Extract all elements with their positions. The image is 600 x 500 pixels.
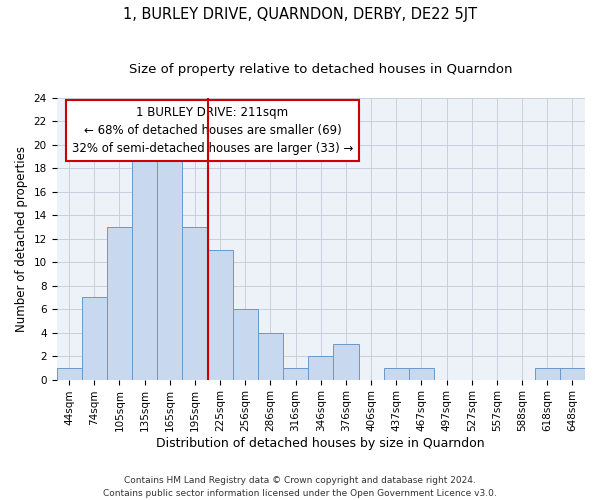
Bar	[409, 368, 434, 380]
Text: 1 BURLEY DRIVE: 211sqm
← 68% of detached houses are smaller (69)
32% of semi-det: 1 BURLEY DRIVE: 211sqm ← 68% of detached…	[72, 106, 353, 155]
Bar	[157, 156, 182, 380]
Title: Size of property relative to detached houses in Quarndon: Size of property relative to detached ho…	[129, 62, 512, 76]
Y-axis label: Number of detached properties: Number of detached properties	[15, 146, 28, 332]
Bar	[258, 332, 283, 380]
Bar	[233, 309, 258, 380]
Text: 1, BURLEY DRIVE, QUARNDON, DERBY, DE22 5JT: 1, BURLEY DRIVE, QUARNDON, DERBY, DE22 5…	[123, 8, 477, 22]
X-axis label: Distribution of detached houses by size in Quarndon: Distribution of detached houses by size …	[157, 437, 485, 450]
Bar	[383, 368, 409, 380]
Bar	[56, 368, 82, 380]
Bar	[308, 356, 334, 380]
Bar	[560, 368, 585, 380]
Bar	[535, 368, 560, 380]
Bar	[283, 368, 308, 380]
Bar	[107, 227, 132, 380]
Bar	[82, 298, 107, 380]
Bar	[208, 250, 233, 380]
Bar	[334, 344, 359, 380]
Text: Contains HM Land Registry data © Crown copyright and database right 2024.
Contai: Contains HM Land Registry data © Crown c…	[103, 476, 497, 498]
Bar	[132, 144, 157, 380]
Bar	[182, 227, 208, 380]
